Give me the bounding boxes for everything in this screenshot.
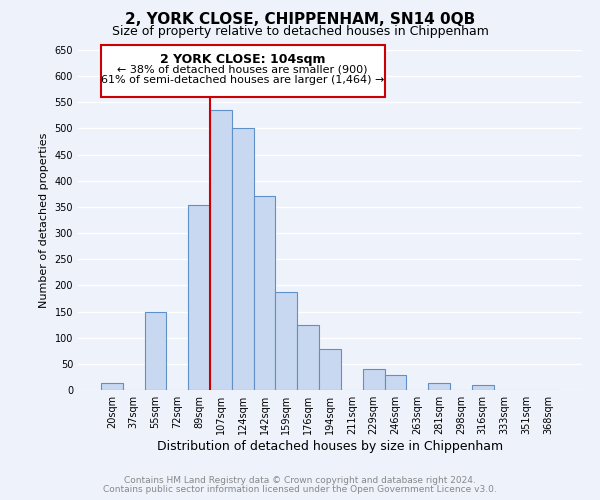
Text: Size of property relative to detached houses in Chippenham: Size of property relative to detached ho… bbox=[112, 25, 488, 38]
Bar bbox=[101, 383, 123, 390]
Text: Contains public sector information licensed under the Open Government Licence v3: Contains public sector information licen… bbox=[103, 485, 497, 494]
Bar bbox=[232, 128, 254, 390]
Bar bbox=[472, 385, 494, 390]
Text: 2 YORK CLOSE: 104sqm: 2 YORK CLOSE: 104sqm bbox=[160, 52, 325, 66]
FancyBboxPatch shape bbox=[101, 45, 385, 97]
Bar bbox=[363, 369, 385, 390]
Text: 2, YORK CLOSE, CHIPPENHAM, SN14 0QB: 2, YORK CLOSE, CHIPPENHAM, SN14 0QB bbox=[125, 12, 475, 28]
Bar bbox=[428, 382, 450, 390]
Bar bbox=[385, 376, 406, 390]
Text: 61% of semi-detached houses are larger (1,464) →: 61% of semi-detached houses are larger (… bbox=[101, 74, 385, 85]
Text: ← 38% of detached houses are smaller (900): ← 38% of detached houses are smaller (90… bbox=[118, 64, 368, 74]
Y-axis label: Number of detached properties: Number of detached properties bbox=[39, 132, 49, 308]
Bar bbox=[275, 292, 297, 390]
Bar bbox=[188, 206, 210, 390]
Bar bbox=[210, 110, 232, 390]
Bar bbox=[319, 349, 341, 390]
X-axis label: Distribution of detached houses by size in Chippenham: Distribution of detached houses by size … bbox=[157, 440, 503, 453]
Bar bbox=[145, 312, 166, 390]
Bar bbox=[254, 196, 275, 390]
Bar bbox=[297, 324, 319, 390]
Text: Contains HM Land Registry data © Crown copyright and database right 2024.: Contains HM Land Registry data © Crown c… bbox=[124, 476, 476, 485]
